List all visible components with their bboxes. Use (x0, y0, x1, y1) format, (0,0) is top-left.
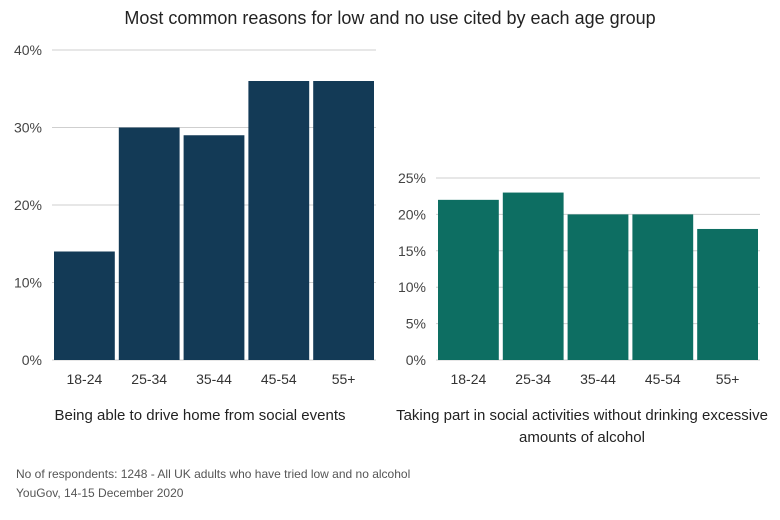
y-tick-label: 0% (406, 352, 426, 368)
x-tick-label: 55+ (332, 371, 356, 387)
y-tick-label: 40% (14, 42, 42, 58)
x-tick-label: 25-34 (131, 371, 167, 387)
chart-right-caption: Taking part in social activities without… (396, 407, 768, 446)
y-tick-label: 20% (398, 206, 426, 222)
x-tick-label: 35-44 (196, 371, 232, 387)
bar-right-18-24 (438, 199, 499, 360)
bar-right-25-34 (502, 192, 564, 360)
x-tick-label: 55+ (716, 371, 740, 387)
chart-title: Most common reasons for low and no use c… (124, 8, 656, 28)
x-tick-label: 35-44 (580, 371, 616, 387)
bar-left-55+ (313, 81, 374, 360)
x-tick-label: 45-54 (261, 371, 297, 387)
chart-left-caption: Being able to drive home from social eve… (54, 407, 346, 424)
x-tick-label: 18-24 (450, 371, 486, 387)
y-tick-label: 15% (398, 243, 426, 259)
x-tick-label: 45-54 (645, 371, 681, 387)
bar-left-25-34 (118, 127, 180, 360)
bar-left-45-54 (248, 81, 310, 360)
chart-drive-home: 0% 10% 20% 30% 40% 18-24 25-34 35-44 45-54 55+ (14, 42, 376, 387)
y-tick-label: 0% (22, 352, 42, 368)
chart-social-activities: 0% 5% 10% 15% 20% 25% 18-24 25-34 35-44 45-54 55+ (398, 170, 760, 387)
y-tick-label: 20% (14, 197, 42, 213)
bar-left-35-44 (183, 135, 245, 360)
y-tick-label: 10% (398, 279, 426, 295)
source-note: YouGov, 14-15 December 2020 (16, 486, 184, 500)
y-tick-label: 30% (14, 120, 42, 136)
x-tick-label: 18-24 (66, 371, 102, 387)
y-tick-label: 10% (14, 275, 42, 291)
y-tick-label: 5% (406, 316, 426, 332)
bar-right-45-54 (632, 214, 694, 360)
bar-right-55+ (697, 228, 758, 360)
x-tick-label: 25-34 (515, 371, 551, 387)
bar-right-35-44 (567, 214, 629, 360)
y-tick-label: 25% (398, 170, 426, 186)
respondents-note: No of respondents: 1248 - All UK adults … (16, 467, 411, 481)
bar-left-18-24 (54, 251, 115, 360)
